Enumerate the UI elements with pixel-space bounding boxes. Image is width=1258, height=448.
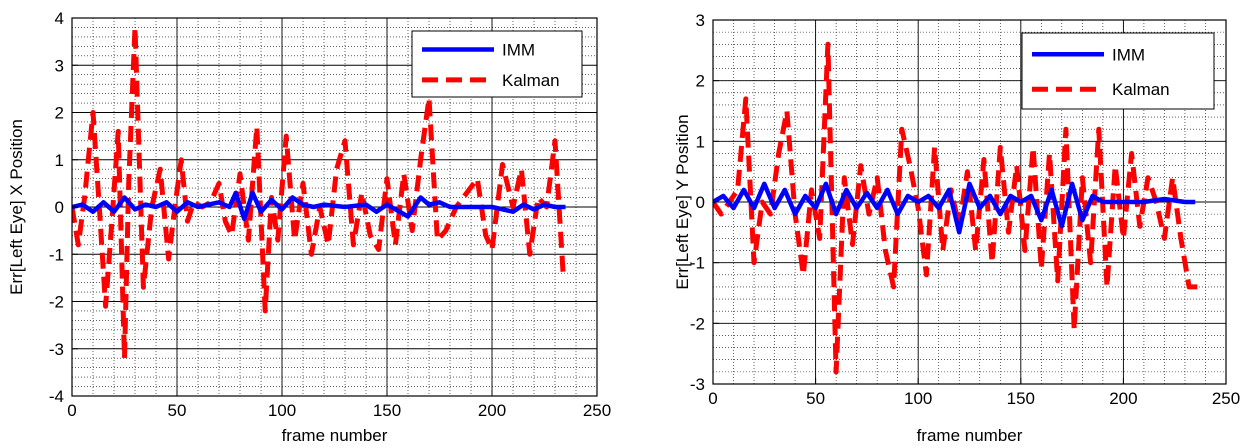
- legend-box: [411, 30, 583, 98]
- y-tick-label: -1: [690, 254, 705, 273]
- x-tick-label: 0: [67, 401, 76, 420]
- x-tick-label: 200: [478, 401, 506, 420]
- y-tick-label: -3: [49, 340, 64, 359]
- x-tick-label: 100: [904, 389, 932, 408]
- x-tick-label: 0: [708, 389, 717, 408]
- y-tick-label: 3: [696, 11, 705, 30]
- x-axis-label: frame number: [282, 426, 388, 445]
- legend-label-imm: IMM: [1112, 45, 1145, 64]
- x-tick-label: 50: [168, 401, 187, 420]
- y-tick-label: 2: [55, 104, 64, 123]
- y-tick-label: 4: [55, 9, 64, 28]
- series-line-imm: [713, 181, 1196, 235]
- legend: IMM Kalman: [411, 30, 583, 98]
- y-tick-label: -2: [690, 314, 705, 333]
- x-tick-label: 250: [1212, 389, 1240, 408]
- x-axis-label: frame number: [917, 426, 1023, 445]
- y-tick-label: 0: [696, 193, 705, 212]
- y-tick-label: 2: [696, 72, 705, 91]
- legend: IMM Kalman: [1021, 32, 1215, 110]
- x-tick-label: 100: [268, 401, 296, 420]
- y-tick-label: 1: [696, 132, 705, 151]
- legend-box: [1021, 32, 1215, 110]
- x-tick-label: 50: [806, 389, 825, 408]
- y-tick-label: 0: [55, 198, 64, 217]
- x-tick-label: 250: [583, 401, 611, 420]
- x-tick-label: 200: [1109, 389, 1137, 408]
- y-tick-label: 3: [55, 56, 64, 75]
- y-tick-label: -1: [49, 245, 64, 264]
- chart-1: 0 50 100 150 200 250 -4 -3 -2 -1 0 1 2 3 4 frame number…: [7, 9, 611, 445]
- x-tick-label: 150: [373, 401, 401, 420]
- y-tick-label: -3: [690, 375, 705, 394]
- legend-label-kalman: Kalman: [502, 71, 560, 90]
- x-tick-label: 150: [1007, 389, 1035, 408]
- y-tick-label: 1: [55, 151, 64, 170]
- y-axis-label: Err[Left Eye] X Position: [7, 119, 26, 295]
- legend-label-kalman: Kalman: [1112, 80, 1170, 99]
- series-line-kalman: [72, 24, 566, 361]
- y-tick-label: -2: [49, 293, 64, 312]
- y-axis-label: Err[Left Eye] Y Position: [673, 114, 692, 289]
- legend-label-imm: IMM: [502, 40, 535, 59]
- y-tick-label: -4: [49, 387, 64, 406]
- series-line-imm: [72, 190, 566, 222]
- chart-2: 0 50 100 150 200 250 -3 -2 -1 0 1 2 3 frame number Err…: [673, 11, 1240, 445]
